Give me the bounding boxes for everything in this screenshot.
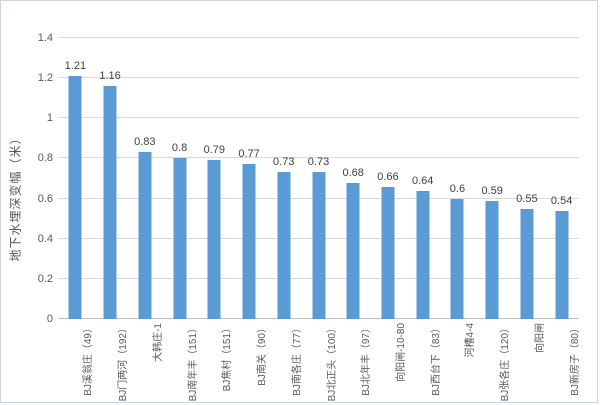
y-tick-label: 0.2: [37, 272, 53, 285]
bar-value-label: 0.73: [307, 156, 330, 169]
y-tick-label: 0: [46, 313, 53, 325]
bar-value-label: 0.64: [411, 174, 434, 187]
x-axis-labels: BJ溪翁庄（49） BJ门两河（192） 大韩庄-1 BJ南年丰（151） BJ焦村（1…: [58, 319, 580, 402]
y-axis-tick-labels: 0 0.2 0.4 0.6 0.8 1 1.2 1.4: [1, 32, 53, 325]
bar: [68, 76, 82, 319]
x-category-label: BJ新房子（80）: [569, 323, 581, 396]
bar: [346, 182, 360, 319]
x-category-label: BJ北年丰（97）: [361, 323, 373, 396]
x-category-label: BJ门两河（192）: [118, 323, 130, 402]
bar-value-label: 0.73: [273, 156, 295, 169]
bar: [450, 198, 464, 319]
bar-value-label: 0.54: [550, 194, 573, 207]
x-category-label: 向阳闸: [534, 323, 546, 353]
bar: [173, 158, 187, 319]
x-category-label: BJ南各庄（77）: [291, 323, 303, 396]
bar: [242, 164, 256, 319]
y-tick-label: 0.8: [37, 152, 53, 165]
gridline: [58, 117, 579, 119]
y-tick-label: 1.4: [37, 32, 53, 44]
bar-value-label: 0.79: [203, 144, 226, 157]
bar-value-label: 0.68: [342, 166, 364, 179]
bar-value-label: 0.66: [377, 170, 399, 183]
x-category-label: 向阳闸-10-80: [395, 323, 407, 382]
x-category-label: BJ焦村（151）: [222, 323, 234, 392]
bar-value-label: 1.16: [99, 70, 121, 83]
x-category-label: BJ张各庄（120）: [500, 323, 512, 402]
gridline: [58, 157, 579, 159]
bar-value-label: 0.77: [238, 148, 260, 161]
y-tick-label: 0.6: [37, 192, 53, 205]
bar: [207, 160, 221, 319]
y-tick-label: 1.2: [37, 72, 53, 85]
bar: [555, 210, 569, 319]
bar-value-label: 0.8: [171, 142, 188, 155]
y-tick-label: 0.4: [37, 232, 53, 245]
bar-value-label: 0.59: [481, 184, 503, 197]
bar: [485, 200, 499, 319]
gridline: [58, 77, 579, 79]
bar: [138, 152, 152, 319]
x-category-label: BJ南关（90）: [257, 323, 269, 386]
bar: [520, 208, 534, 319]
plot-area: 1.21 1.16 0.83 0.8 0.79 0.77 0.73 0.73 0.68 0.66 0…: [58, 37, 579, 319]
x-category-label: BJ西台下（83）: [430, 323, 442, 396]
y-tick-label: 1: [46, 112, 53, 125]
bar: [416, 190, 430, 319]
bar-value-label: 0.83: [134, 136, 156, 149]
bar: [381, 186, 395, 319]
x-category-label: BJ溪翁庄（49）: [83, 323, 95, 396]
gridline: [58, 37, 579, 38]
x-category-label: BJ北正头（100）: [326, 323, 338, 402]
bar-value-label: 0.55: [516, 192, 538, 205]
x-category-label: 河槽4-4: [465, 323, 477, 358]
bar: [103, 86, 117, 319]
bar-value-label: 0.6: [449, 182, 466, 195]
x-category-label: BJ南年丰（151）: [187, 323, 199, 402]
bar-value-label: 1.21: [64, 60, 87, 73]
bar: [277, 172, 291, 319]
bar: [312, 172, 325, 319]
x-category-label: 大韩庄-1: [152, 323, 164, 362]
